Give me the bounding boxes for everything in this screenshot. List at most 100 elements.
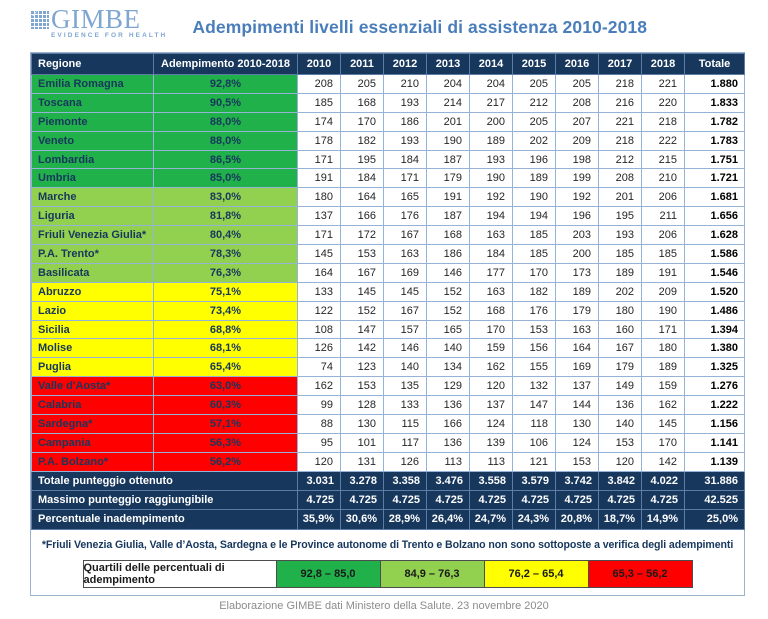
total-cell: 1.783 — [684, 130, 745, 151]
year-cell: 185 — [598, 244, 642, 264]
year-cell: 162 — [641, 395, 685, 416]
year-cell: 201 — [426, 111, 470, 132]
year-cell: 163 — [383, 244, 427, 264]
region-cell: Marche — [31, 187, 154, 208]
total-cell: 1.486 — [684, 300, 745, 321]
year-cell: 184 — [469, 244, 513, 264]
table-row: Liguria 81,8% 137 166 176 187 194 194 196 195 211 1… — [31, 206, 745, 227]
footer-row: Totale punteggio ottenuto 3.031 3.278 3.358… — [31, 470, 745, 492]
total-cell: 1.721 — [684, 168, 745, 189]
legend-label: Quartili delle percentuali di adempiment… — [82, 559, 277, 588]
year-cell: 170 — [512, 262, 556, 283]
year-cell: 159 — [469, 338, 513, 359]
footer-value-cell: 4.725 — [297, 489, 341, 511]
region-cell: Valle d'Aosta* — [31, 376, 154, 397]
table-frame: Regione Adempimento 2010-2018 2010 2011 2012… — [30, 52, 745, 596]
footer-value-cell: 25,0% — [684, 509, 745, 530]
footer-value-cell: 3.558 — [469, 470, 513, 492]
year-cell: 117 — [383, 432, 427, 453]
table-row: Marche 83,0% 180 164 165 191 192 190 192 201 206 1.… — [31, 187, 745, 208]
year-cell: 198 — [555, 149, 599, 170]
legend-item: 92,8 – 85,0 — [275, 559, 381, 588]
year-cell: 204 — [426, 74, 470, 94]
table-row: Puglia 65,4% 74 123 140 134 162 155 169 179 189 1.3… — [31, 357, 745, 378]
table-row: Campania 56,3% 95 101 117 136 139 106 124 153 170 1… — [31, 432, 745, 453]
year-cell: 221 — [598, 111, 642, 132]
table-row: P.A. Bolzano* 56,2% 120 131 126 113 113 121 153 1… — [31, 451, 745, 472]
total-cell: 1.546 — [684, 262, 745, 283]
year-cell: 163 — [469, 281, 513, 302]
total-cell: 1.141 — [684, 432, 745, 453]
year-cell: 189 — [641, 357, 685, 378]
year-cell: 184 — [340, 168, 384, 189]
year-cell: 136 — [598, 395, 642, 416]
year-cell: 173 — [555, 262, 599, 283]
year-cell: 153 — [340, 244, 384, 264]
year-cell: 155 — [512, 357, 556, 378]
footnote: *Friuli Venezia Giulia, Valle d’Aosta, S… — [41, 538, 734, 551]
year-cell: 137 — [297, 206, 341, 227]
year-cell: 128 — [340, 395, 384, 416]
year-cell: 145 — [641, 414, 685, 434]
adempimento-cell: 85,0% — [153, 168, 298, 189]
year-cell: 185 — [641, 244, 685, 264]
year-cell: 167 — [340, 262, 384, 283]
year-cell: 180 — [297, 187, 341, 208]
region-cell: P.A. Trento* — [31, 244, 154, 264]
footer-value-cell: 24,7% — [469, 509, 513, 530]
year-cell: 180 — [641, 338, 685, 359]
year-cell: 167 — [383, 225, 427, 246]
year-cell: 156 — [512, 338, 556, 359]
legend-item: 84,9 – 76,3 — [379, 559, 485, 588]
footer-value-cell: 4.725 — [512, 489, 556, 511]
year-cell: 221 — [641, 74, 685, 94]
legend: Quartili delle percentuali di adempiment… — [31, 559, 744, 588]
year-cell: 193 — [469, 149, 513, 170]
caption: Elaborazione GIMBE dati Ministero della … — [219, 600, 549, 612]
year-cell: 171 — [297, 149, 341, 170]
year-cell: 124 — [469, 414, 513, 434]
year-cell: 120 — [598, 451, 642, 472]
year-cell: 137 — [469, 395, 513, 416]
year-cell: 126 — [297, 338, 341, 359]
year-cell: 170 — [641, 432, 685, 453]
year-cell: 184 — [383, 149, 427, 170]
adempimento-cell: 90,5% — [153, 92, 298, 113]
year-cell: 179 — [555, 300, 599, 321]
adempimento-cell: 81,8% — [153, 206, 298, 227]
year-cell: 169 — [555, 357, 599, 378]
column-header: 2014 — [469, 53, 513, 75]
total-cell: 1.276 — [684, 376, 745, 397]
footer-value-cell: 4.725 — [555, 489, 599, 511]
adempimento-cell: 73,4% — [153, 300, 298, 321]
total-cell: 1.681 — [684, 187, 745, 208]
year-cell: 174 — [297, 111, 341, 132]
adempimento-cell: 92,8% — [153, 74, 298, 94]
year-cell: 202 — [512, 130, 556, 151]
year-cell: 190 — [641, 300, 685, 321]
table-row: Emilia Romagna 92,8% 208 205 210 204 204 205 205… — [31, 74, 745, 94]
footer-value-cell: 4.022 — [641, 470, 685, 492]
legend-item: 65,3 – 56,2 — [587, 559, 693, 588]
year-cell: 153 — [598, 432, 642, 453]
logo-name: GIMBE — [51, 4, 141, 34]
footer-value-cell: 3.742 — [555, 470, 599, 492]
year-cell: 113 — [469, 451, 513, 472]
year-cell: 166 — [426, 414, 470, 434]
adempimento-cell: 83,0% — [153, 187, 298, 208]
column-header: 2015 — [512, 53, 556, 75]
region-cell: Emilia Romagna — [31, 74, 154, 94]
table-header-row: Regione Adempimento 2010-2018 2010 2011 2012… — [31, 53, 745, 75]
year-cell: 191 — [297, 168, 341, 189]
gimbe-logo: GIMBE EVIDENCE FOR HEALTH — [30, 4, 167, 39]
legend-item: 76,2 – 65,4 — [483, 559, 589, 588]
year-cell: 134 — [426, 357, 470, 378]
total-cell: 1.628 — [684, 225, 745, 246]
table-row: Umbria 85,0% 191 184 171 179 190 189 199 208 210 1.… — [31, 168, 745, 189]
year-cell: 165 — [383, 187, 427, 208]
year-cell: 191 — [641, 262, 685, 283]
year-cell: 130 — [555, 414, 599, 434]
year-cell: 120 — [469, 376, 513, 397]
year-cell: 140 — [598, 414, 642, 434]
